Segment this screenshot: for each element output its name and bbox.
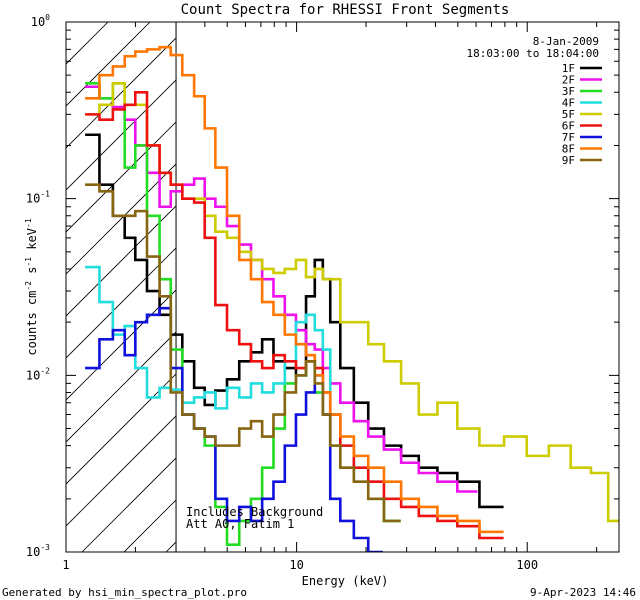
annotation-attenuator: Att A0, Fatim 1 [186,517,294,531]
legend-label-8f: 8F [562,143,575,156]
y-tick-labels: 10-3 10-2 10-1 100 [26,13,50,559]
axis-ticks [65,21,619,553]
series-9f-line [85,183,401,523]
series-1f-line [85,133,504,509]
plot-frame [65,21,620,553]
y-label-part-b: s [25,267,39,281]
footer-timestamp: 9-Apr-2023 14:46 [530,586,636,599]
chart-title: Count Spectra for RHESSI Front Segments [181,2,510,18]
x-axis-label: Energy (keV) [302,574,389,588]
legend-label-2f: 2F [562,74,575,87]
y-label-exp-b: -1 [24,257,33,267]
hatched-region [66,22,177,552]
x-tick-labels: 1 10 100 [62,558,538,572]
annotation-background: Includes Background [186,505,323,519]
hatch-lines [66,22,177,552]
legend-label-7f: 7F [562,131,575,144]
y-tick-label--2: 10-2 [26,366,50,382]
legend-label-9f: 9F [562,154,575,167]
spectra-series-group [85,45,619,552]
y-axis-label: counts cm-2 s-1 keV-1 [24,218,39,355]
x-tick-label-10: 10 [289,558,303,572]
y-label-part-a: counts cm [25,291,39,356]
tick-marks [65,21,619,553]
footer-generated-by: Generated by hsi_min_spectra_plot.pro [2,586,247,599]
y-tick-label--1: 10-1 [26,190,50,206]
time-range-label: 18:03:00 to 18:04:00 [467,47,599,60]
series-2f-line [85,85,478,493]
series-4f-line [85,265,383,483]
legend-label-1f: 1F [562,62,575,75]
legend-label-4f: 4F [562,97,575,110]
y-tick-label--3: 10-3 [26,543,50,559]
y-label-exp-a: -2 [24,281,33,291]
y-label-exp-c: -1 [24,218,33,228]
series-6f-line [85,91,504,540]
y-tick-label-0: 100 [31,13,50,29]
x-tick-label-100: 100 [516,558,538,572]
legend-label-3f: 3F [562,85,575,98]
legend-label-6f: 6F [562,120,575,133]
y-label-part-c: keV [25,228,39,257]
date-label: 8-Jan-2009 [533,35,599,48]
legend-label-5f: 5F [562,108,575,121]
x-tick-label-1: 1 [62,558,69,572]
series-8f-line [85,45,504,534]
